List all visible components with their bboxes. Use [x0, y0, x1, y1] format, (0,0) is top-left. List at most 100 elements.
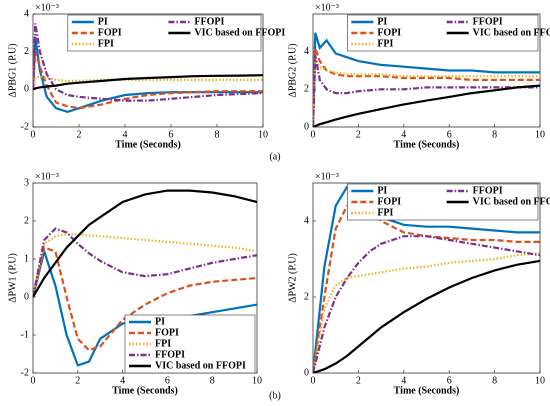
x-tick-label: 0 — [311, 129, 316, 140]
line-series — [313, 32, 540, 127]
y-tick-label: 2 — [304, 291, 309, 302]
x-tick-label: 10 — [535, 129, 545, 140]
y-tick-label: 4 — [24, 8, 29, 19]
x-tick-label: 2 — [77, 129, 82, 140]
x-tick-label: 2 — [356, 375, 361, 386]
axis-multiplier: ×10⁻³ — [35, 2, 59, 13]
legend-label: FFOPI — [155, 349, 185, 360]
axis-multiplier: ×10⁻³ — [315, 2, 339, 13]
legend-label: FPI — [377, 207, 393, 218]
x-axis-label: Time (Seconds) — [112, 385, 178, 396]
x-tick-label: 4 — [401, 129, 406, 140]
y-tick-label: -2 — [21, 367, 29, 378]
legend-label: FPI — [377, 38, 393, 49]
x-tick-label: 8 — [492, 129, 497, 140]
y-tick-label: 0 — [24, 291, 29, 302]
line-series — [33, 189, 257, 298]
legend-label: FFOPI — [473, 16, 503, 27]
x-tick-label: 0 — [311, 375, 316, 386]
series-group — [33, 23, 263, 114]
y-tick-label: 2 — [24, 215, 29, 226]
legend-label: PI — [98, 16, 108, 27]
line-series — [313, 200, 540, 373]
x-tick-label: 8 — [215, 129, 220, 140]
legend-box — [347, 14, 539, 52]
legend-box — [67, 14, 262, 52]
legend-label: VIC based on FFOPI — [473, 196, 550, 207]
legend-label: FPI — [155, 338, 171, 349]
series-group — [313, 185, 540, 373]
line-series — [313, 185, 540, 373]
line-series — [313, 84, 540, 127]
series-group — [313, 32, 540, 127]
axis-multiplier: ×10⁻³ — [35, 171, 59, 182]
legend-label: FPI — [98, 38, 114, 49]
series-group — [33, 189, 257, 367]
y-axis-label: ΔPW2 (P.U) — [287, 253, 298, 303]
y-axis-label: ΔPBG2 (P.U) — [287, 43, 298, 97]
legend-label: VIC based on FFOPI — [155, 360, 246, 371]
line-series — [313, 252, 540, 373]
legend-label: VIC based on FFOPI — [194, 27, 285, 38]
axis-multiplier: ×10⁻³ — [315, 171, 339, 182]
y-tick-label: 2 — [24, 46, 29, 57]
line-series — [33, 246, 257, 352]
x-tick-label: 0 — [31, 375, 36, 386]
x-tick-label: 6 — [447, 129, 452, 140]
legend-box — [347, 183, 539, 221]
x-tick-label: 0 — [31, 129, 36, 140]
y-tick-label: 4 — [304, 215, 309, 226]
y-tick-label: 2 — [304, 84, 309, 95]
legend-label: PI — [155, 316, 165, 327]
line-series — [33, 51, 263, 110]
legend-label: PI — [377, 16, 387, 27]
panel-label: (b) — [269, 390, 281, 401]
legend-label: FOPI — [98, 27, 122, 38]
x-tick-label: 2 — [356, 129, 361, 140]
x-tick-label: 10 — [535, 375, 545, 386]
line-series — [33, 74, 263, 91]
x-tick-label: 10 — [258, 129, 268, 140]
legend-label: PI — [377, 185, 387, 196]
line-series — [33, 247, 257, 367]
line-series — [313, 259, 540, 373]
legend-label: FOPI — [377, 27, 401, 38]
x-tick-label: 8 — [210, 375, 215, 386]
line-series — [313, 47, 540, 127]
y-tick-label: 0 — [304, 121, 309, 132]
x-tick-label: 6 — [169, 129, 174, 140]
y-tick-label: 3 — [24, 177, 29, 188]
x-axis-label: Time (Seconds) — [394, 385, 460, 396]
line-series — [33, 75, 263, 90]
x-tick-label: 4 — [120, 375, 125, 386]
legend-label: VIC based on FFOPI — [473, 27, 550, 38]
legend-label: FOPI — [155, 327, 179, 338]
x-tick-label: 6 — [165, 375, 170, 386]
legend-label: FFOPI — [473, 185, 503, 196]
legend-label: FOPI — [377, 196, 401, 207]
x-tick-label: 10 — [252, 375, 262, 386]
line-series — [33, 227, 257, 298]
y-tick-label: 4 — [304, 46, 309, 57]
y-tick-label: 0 — [24, 84, 29, 95]
y-tick-label: -2 — [21, 121, 29, 132]
x-tick-label: 4 — [123, 129, 128, 140]
line-series — [313, 55, 540, 127]
y-tick-label: 1 — [24, 253, 29, 264]
line-series — [33, 233, 257, 298]
line-series — [313, 235, 540, 373]
y-axis-label: ΔPW1 (P.U) — [7, 253, 18, 303]
x-axis-label: Time (Seconds) — [115, 139, 181, 150]
x-tick-label: 8 — [492, 375, 497, 386]
y-tick-label: 0 — [304, 367, 309, 378]
y-axis-label: ΔPBG1 (P.U) — [7, 43, 18, 97]
panel-label: (a) — [269, 151, 280, 162]
line-series — [33, 23, 263, 102]
legend-label: FFOPI — [194, 16, 224, 27]
line-series — [313, 58, 540, 127]
x-tick-label: 6 — [447, 375, 452, 386]
y-tick-label: -1 — [21, 329, 29, 340]
x-tick-label: 4 — [401, 375, 406, 386]
x-tick-label: 2 — [75, 375, 80, 386]
